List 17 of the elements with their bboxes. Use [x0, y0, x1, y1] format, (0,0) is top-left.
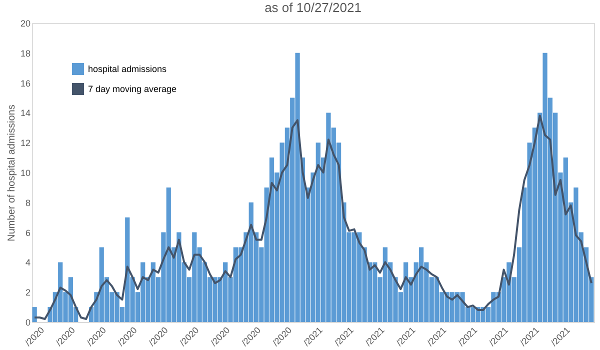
y-tick-label: 14: [20, 108, 30, 118]
y-tick-label: 12: [20, 138, 30, 148]
y-tick-label: 18: [20, 48, 30, 58]
y-tick-label: 20: [20, 18, 30, 28]
bar: [32, 307, 37, 322]
line-series: [34, 114, 592, 320]
y-tick-label: 8: [25, 198, 30, 208]
legend-label: 7 day moving average: [88, 84, 177, 94]
y-tick-label: 2: [25, 288, 30, 298]
chart-title: as of 10/27/2021: [264, 0, 362, 15]
y-tick-label: 4: [25, 258, 30, 268]
y-axis-title: Number of hospital admissions: [6, 104, 18, 242]
y-tick-label: 16: [20, 78, 30, 88]
y-tick-label: 10: [20, 168, 30, 178]
y-tick-label: 6: [25, 228, 30, 238]
legend-label: hospital admissions: [88, 64, 168, 74]
y-tick-label: 0: [25, 318, 30, 328]
